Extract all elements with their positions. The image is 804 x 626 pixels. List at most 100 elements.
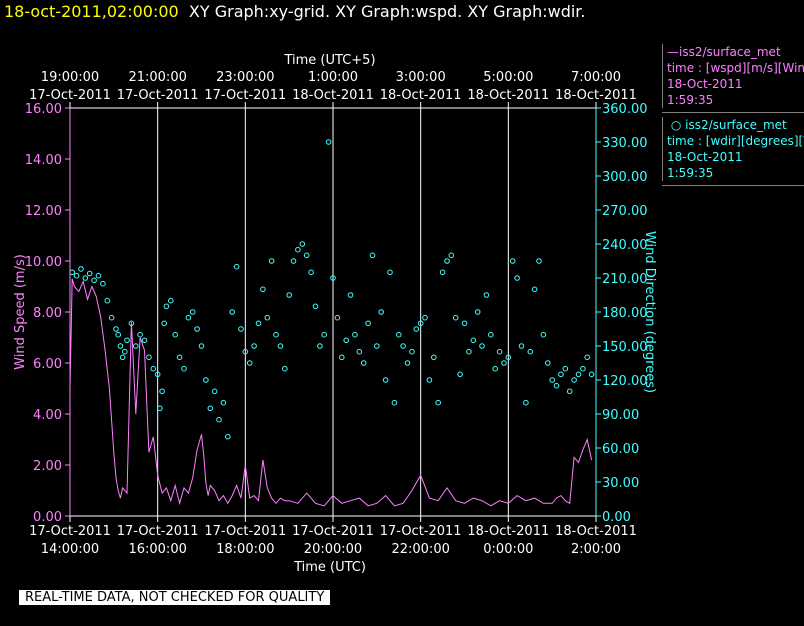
- wind-direction-point: [159, 388, 165, 395]
- legend-wdir-date: 18-Oct-2011: [667, 150, 743, 164]
- x2-axis-title: Time (UTC+5): [283, 53, 375, 68]
- x2-tick-label-date: 18-Oct-2011: [467, 88, 549, 103]
- wind-speed-line: [69, 278, 593, 507]
- wind-direction-point: [352, 331, 358, 338]
- y2-tick-label: 150.00: [602, 340, 648, 355]
- x-tick-label-date: 18-Oct-2011: [555, 524, 637, 539]
- x-tick-label-date: 17-Oct-2011: [29, 524, 111, 539]
- y-tick-label: 14.00: [25, 153, 62, 168]
- wind-direction-point: [189, 309, 196, 315]
- wind-direction-point: [330, 275, 336, 281]
- wind-direction-point: [518, 343, 525, 349]
- wind-direction-point: [122, 348, 128, 355]
- wind-direction-point: [365, 320, 371, 327]
- wind-direction-point: [255, 320, 262, 327]
- wind-direction-point: [334, 314, 341, 321]
- y2-tick-label: 60.00: [602, 442, 639, 457]
- legend-wdir-name: ○ iss2/surface_met: [667, 118, 787, 132]
- wind-direction-point: [347, 292, 354, 298]
- wind-direction-point: [457, 371, 463, 378]
- legend-entry-wdir: ○ iss2/surface_met time : [wdir][degrees…: [662, 117, 804, 181]
- wind-direction-point: [246, 360, 253, 366]
- wind-direction-point: [86, 270, 93, 277]
- x2-tick-label-time: 19:00:00: [41, 70, 99, 85]
- y2-tick-label: 0.00: [602, 510, 631, 525]
- y2-tick-label: 270.00: [602, 204, 648, 219]
- wind-direction-point: [69, 269, 75, 276]
- legend-entry-wspd: —iss2/surface_met time : [wspd][m/s][Win…: [662, 44, 804, 108]
- wind-direction-point: [104, 297, 111, 304]
- wind-direction-point: [238, 326, 244, 332]
- wind-direction-point: [505, 354, 512, 361]
- y-tick-label: 12.00: [25, 204, 62, 219]
- legend-wspd-var: time : [wspd][m/s][Wind: [667, 61, 804, 75]
- y-tick-label: 16.00: [25, 102, 62, 117]
- wind-direction-point: [286, 292, 293, 298]
- wind-direction-point: [439, 269, 446, 276]
- x2-tick-label-date: 17-Oct-2011: [117, 88, 199, 103]
- x-tick-label-time: 14:00:00: [41, 542, 99, 557]
- wind-direction-point: [545, 360, 551, 366]
- wind-direction-point: [374, 343, 380, 349]
- x-tick-label-date: 17-Oct-2011: [204, 524, 286, 539]
- y2-tick-label: 210.00: [602, 272, 648, 287]
- wind-direction-point: [343, 337, 350, 344]
- wind-direction-point: [115, 331, 121, 338]
- x-tick-label-time: 22:00:00: [391, 542, 449, 557]
- wind-direction-point: [540, 331, 547, 338]
- wind-direction-point: [549, 377, 556, 383]
- y2-tick-label: 180.00: [602, 306, 648, 321]
- wind-direction-point: [133, 343, 139, 349]
- wind-direction-point: [150, 365, 157, 372]
- wind-direction-point: [78, 266, 84, 272]
- wind-direction-point: [488, 331, 494, 338]
- y-tick-label: 4.00: [33, 408, 62, 423]
- x-tick-label-time: 0:00:00: [483, 542, 533, 557]
- wind-direction-point: [404, 360, 411, 366]
- wind-direction-point: [417, 320, 424, 327]
- wind-direction-point: [185, 314, 192, 321]
- wind-direction-point: [146, 354, 152, 361]
- wind-direction-point: [233, 263, 240, 270]
- wind-direction-point: [216, 416, 222, 423]
- timestamp-label: 18-oct-2011,02:00:00: [4, 2, 179, 21]
- wind-direction-series: [69, 139, 595, 440]
- y2-tick-label: 330.00: [602, 136, 648, 151]
- x2-tick-label-date: 18-Oct-2011: [555, 88, 637, 103]
- legend-wdir-var: time : [wdir][degrees][V: [667, 134, 804, 148]
- wind-direction-point: [317, 343, 323, 349]
- wind-direction-point: [531, 286, 538, 293]
- wind-direction-point: [176, 354, 183, 361]
- wind-direction-point: [229, 309, 235, 315]
- wind-direction-point: [396, 331, 402, 338]
- x2-tick-label-time: 7:00:00: [571, 70, 621, 85]
- wind-direction-point: [220, 399, 227, 406]
- x2-tick-label-date: 18-Oct-2011: [380, 88, 462, 103]
- x2-tick-label-date: 17-Oct-2011: [204, 88, 286, 103]
- wind-direction-point: [157, 405, 163, 412]
- y2-tick-label: 90.00: [602, 408, 639, 423]
- y2-tick-label: 240.00: [602, 238, 648, 253]
- wind-direction-point: [523, 399, 529, 406]
- wind-direction-point: [400, 343, 406, 349]
- wind-direction-point: [562, 365, 569, 372]
- wind-direction-point: [273, 331, 279, 338]
- wind-direction-point: [509, 258, 516, 264]
- wind-direction-point: [282, 365, 288, 372]
- wind-direction-point: [492, 365, 499, 372]
- wind-direction-point: [382, 377, 389, 383]
- wind-direction-point: [119, 354, 126, 361]
- wind-direction-point: [369, 252, 376, 259]
- legend-divider: [662, 185, 804, 186]
- wind-direction-point: [496, 348, 503, 355]
- wind-direction-point: [448, 252, 455, 259]
- wind-direction-point: [82, 275, 89, 281]
- x-tick-label-time: 18:00:00: [216, 542, 274, 557]
- y2-tick-label: 30.00: [602, 476, 639, 491]
- wind-direction-point: [514, 275, 520, 281]
- wind-direction-point: [461, 320, 468, 327]
- wind-direction-point: [260, 286, 266, 293]
- wind-direction-point: [91, 277, 97, 284]
- wind-direction-point: [154, 371, 161, 378]
